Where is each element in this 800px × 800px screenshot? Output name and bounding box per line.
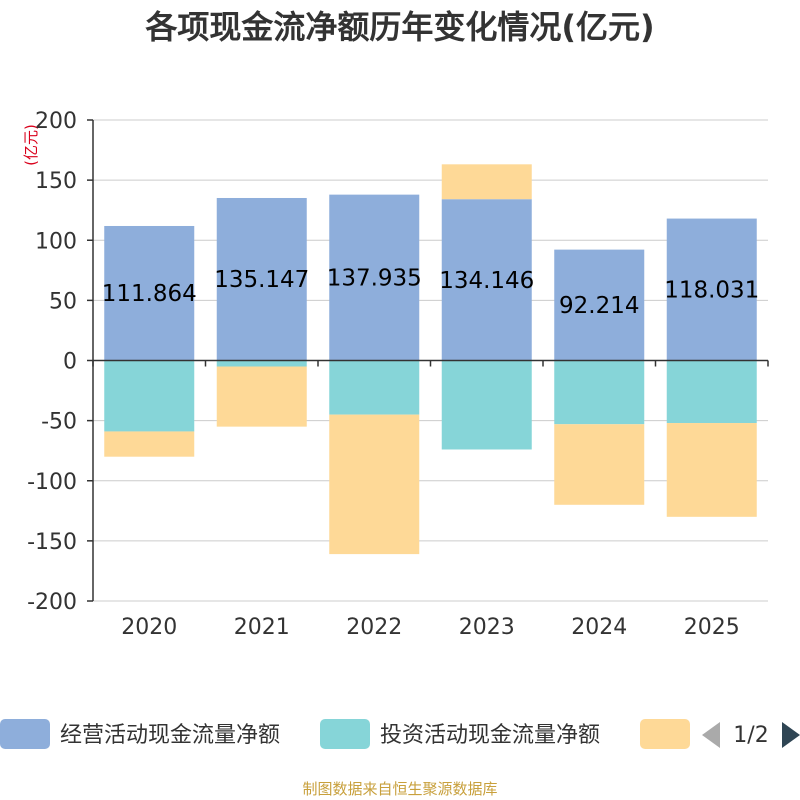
- y-tick-label: -100: [27, 470, 77, 495]
- axes: [92, 120, 769, 601]
- bar-series1-2021: [216, 197, 307, 361]
- y-tick-label: 50: [49, 289, 77, 314]
- y-axis-label: (亿元): [22, 124, 40, 166]
- data-labels: 111.864 135.147 137.935 134.146 92.214 118.03…: [102, 266, 760, 319]
- legend-prev-arrow-icon[interactable]: [702, 722, 720, 748]
- bar-series3-2020: [104, 431, 195, 457]
- bar-series3-2023: [441, 164, 532, 200]
- data-label: 135.147: [214, 267, 309, 293]
- bar-series3-2025: [666, 423, 757, 517]
- bar-series2-2023: [441, 360, 532, 450]
- bars: [104, 164, 757, 555]
- y-tick-label: -200: [27, 590, 77, 615]
- bar-series2-2024: [554, 360, 645, 425]
- legend-swatch-3: [640, 719, 690, 749]
- x-tick-label: 2024: [571, 615, 627, 640]
- x-tick-label: 2023: [459, 615, 515, 640]
- bar-series1-2025: [666, 218, 757, 361]
- y-axis-ticks: 200 150 100 50 0 -50 -100 -150 -200: [27, 109, 93, 615]
- y-tick-label: -150: [27, 530, 77, 555]
- y-tick-label: 0: [63, 350, 77, 375]
- bar-series3-2021: [216, 366, 307, 427]
- chart-title: 各项现金流净额历年变化情况(亿元): [145, 8, 654, 46]
- x-tick-label: 2021: [234, 615, 290, 640]
- legend-label-2: 投资活动现金流量净额: [380, 723, 600, 748]
- data-label: 134.146: [439, 268, 534, 294]
- y-tick-label: 100: [35, 229, 77, 254]
- data-label: 118.031: [664, 278, 759, 304]
- legend-label-1: 经营活动现金流量净额: [60, 723, 280, 748]
- x-tick-label: 2025: [684, 615, 740, 640]
- bar-series1-2024: [554, 249, 645, 361]
- x-axis-ticks: 2020 2021 2022 2023 2024 2025: [121, 615, 740, 640]
- y-tick-label: 200: [35, 109, 77, 134]
- bar-series2-2020: [104, 360, 195, 432]
- legend: 经营活动现金流量净额 投资活动现金流量净额: [0, 719, 690, 749]
- bar-series2-2022: [329, 360, 420, 415]
- bar-series2-2025: [666, 360, 757, 424]
- data-label: 92.214: [559, 293, 639, 319]
- legend-next-arrow-icon[interactable]: [782, 722, 800, 748]
- bar-series1-2020: [104, 225, 195, 361]
- bar-series3-2024: [554, 424, 645, 505]
- legend-swatch-2: [320, 719, 370, 749]
- legend-swatch-1: [0, 719, 50, 749]
- x-tick-label: 2020: [121, 615, 177, 640]
- data-label: 137.935: [327, 266, 422, 292]
- bar-series1-2023: [441, 199, 532, 361]
- y-tick-label: -50: [41, 410, 77, 435]
- bar-series1-2022: [329, 194, 420, 361]
- x-tick-label: 2022: [346, 615, 402, 640]
- legend-pager: 1/2: [702, 722, 800, 748]
- y-tick-label: 150: [35, 169, 77, 194]
- data-label: 111.864: [102, 281, 197, 307]
- data-source-note: 制图数据来自恒生聚源数据库: [302, 780, 497, 798]
- legend-page-indicator: 1/2: [733, 723, 768, 748]
- bar-series2-2021: [216, 360, 307, 367]
- bar-series3-2022: [329, 414, 420, 555]
